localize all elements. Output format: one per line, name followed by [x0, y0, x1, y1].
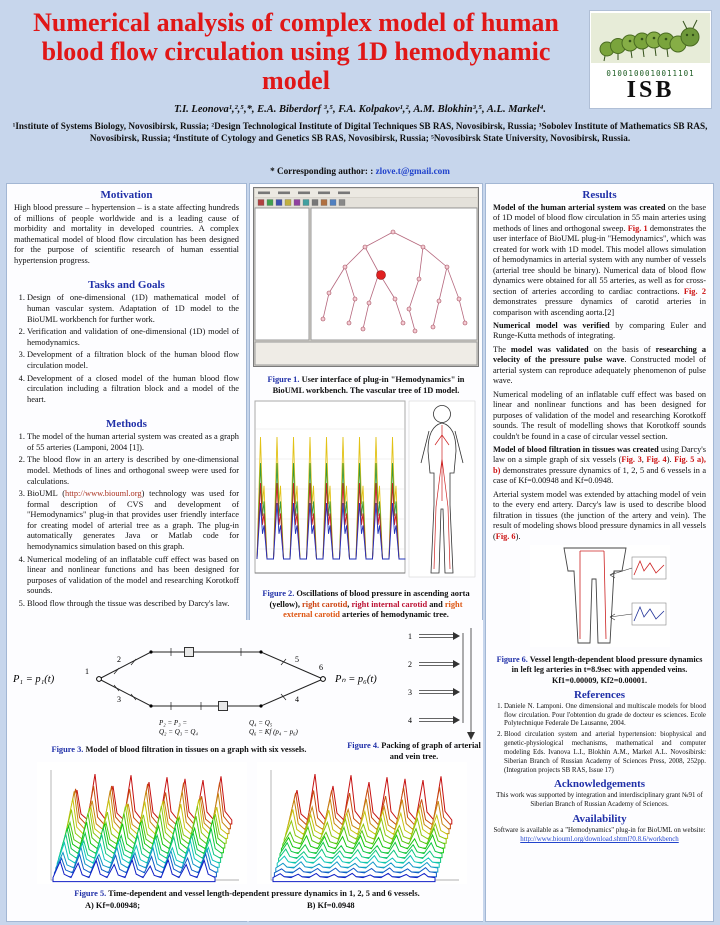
fig4-row-label-2: 2 — [408, 660, 412, 669]
isb-logo: 0100100010011101 ISB — [589, 10, 712, 109]
corresponding-email-link[interactable]: zlove.t@gmail.com — [375, 166, 450, 176]
fig4-row-label-1: 1 — [408, 632, 412, 641]
figure5-sublabel-a: A) Kf=0.00948; — [85, 901, 141, 910]
figure1-bioUML-screenshot-image — [253, 187, 479, 367]
results-paragraph-3: The model was validated on the basis of … — [493, 344, 707, 386]
figure6-leg-diagram-image — [529, 545, 670, 648]
reference-item-2: Blood circulation system and arterial hy… — [504, 731, 706, 775]
reference-item-1: Daniele N. Lamponi. One dimensional and … — [504, 703, 706, 729]
corresponding-label: * Corresponding author: : — [270, 166, 376, 176]
acknowledgements-text: This work was supported by integration a… — [496, 792, 703, 809]
fig5a-ridges — [52, 774, 233, 883]
section-heading-tasks: Tasks and Goals — [88, 279, 165, 292]
fig2-body-diagram — [408, 400, 476, 578]
fig5b-ridges — [272, 774, 453, 883]
fig3-node-label-6: 6 — [319, 663, 323, 672]
figure5b-surface-plot-image — [257, 762, 467, 884]
figure6-wrap — [493, 545, 706, 652]
task-item-1: Design of one-dimensional (1D) mathemati… — [27, 293, 239, 325]
corresponding-author: * Corresponding author: : zlove.t@gmail.… — [0, 166, 720, 176]
references-list: Daniele N. Lamponi. One dimensional and … — [493, 703, 706, 776]
figure5-sublabel-b: B) Kf=0.0948 — [307, 901, 355, 910]
figure5a-surface-plot-image — [37, 762, 247, 884]
fig3-equation-right: Pₙ = p₆(t) — [334, 674, 377, 685]
fig3-node-label-3: 3 — [117, 695, 121, 704]
fig4-row-label-4: 4 — [408, 716, 412, 725]
figure4-caption: Figure 4. Packing of graph of arterial a… — [345, 741, 483, 762]
figure2-pressure-chart-image — [254, 400, 476, 578]
fig3-node-label-2: 2 — [117, 655, 121, 664]
figure1-caption-text: User interface of plug-in "Hemodynamics"… — [272, 375, 465, 395]
fig3-node-label-4: 4 — [295, 695, 299, 704]
fig3-equation-mid3: Q₄ = Q₅ — [249, 719, 273, 727]
affiliations: ¹Institute of Systems Biology, Novosibir… — [12, 121, 708, 143]
fig2-series — [256, 436, 406, 560]
figure4-packing-diagram-image: 1 2 3 4 — [408, 628, 475, 740]
availability-download-link[interactable]: http://www.biouml.org/download.shtml?0.8… — [520, 836, 679, 844]
section-heading-acknowledgements: Acknowledgements — [553, 778, 646, 791]
fig1-network — [320, 229, 468, 334]
results-paragraph-4: Numerical modeling of an inflatable cuff… — [493, 389, 706, 441]
figure3-caption-text: Model of blood filtration in tissues on … — [83, 745, 307, 754]
section-heading-availability: Availability — [572, 813, 627, 826]
results-paragraph-6: Arterial system model was extended by at… — [493, 489, 706, 541]
figure3-caption-label: Figure 3. — [51, 745, 84, 754]
method-item-3: BioUML (http://www.biouml.org) technolog… — [27, 489, 239, 552]
availability-text: Software is available as a "Hemodynamics… — [493, 827, 706, 835]
fig3-equation-mid2: Q₂ = Q₃ = Q₄ — [159, 728, 198, 736]
figure6-caption-text: Vessel length-dependent blood pressure d… — [511, 655, 703, 685]
task-item-2: Verification and validation of one-dimen… — [27, 327, 239, 348]
motivation-text: High blood pressure – hypertension – is … — [14, 203, 239, 265]
task-item-4: Development of a closed model of the hum… — [27, 374, 239, 406]
caterpillar-logo-icon — [591, 13, 710, 63]
figure5-caption: Figure 5. Time-dependent and vessel leng… — [9, 889, 485, 900]
figure5-caption-label: Figure 5. — [74, 889, 107, 898]
fig3-node-label-1: 1 — [85, 667, 89, 676]
section-heading-references: References — [573, 688, 626, 701]
method-item-4: Numerical modeling of an inflatable cuff… — [27, 555, 239, 597]
right-column-panel: Results Model of the human arterial syst… — [485, 183, 714, 922]
figure3-filtration-graph-image: P₁ = p₁(t) Pₙ = p₆(t) 1 2 3 4 5 6 P₂ = P… — [12, 647, 377, 736]
results-paragraph-2: Numerical model was verified by comparin… — [493, 320, 706, 341]
method-item-5: Blood flow through the tissue was descri… — [27, 599, 239, 610]
tasks-list: Design of one-dimensional (1D) mathemati… — [14, 293, 239, 405]
fig3-node-label-5: 5 — [295, 655, 299, 664]
fig3-equation-mid4: Q₆ = Kf (p₄ − p₆) — [249, 728, 298, 736]
fig3-equation-mid1: P₂ = P₃ = — [158, 719, 187, 727]
figure4-caption-label: Figure 4. — [347, 741, 380, 750]
figure6-caption: Figure 6. Vessel length-dependent blood … — [495, 655, 704, 686]
poster-title: Numerical analysis of complex model of h… — [33, 8, 559, 96]
figure1-caption: Figure 1. User interface of plug-in "Hem… — [255, 375, 477, 396]
results-paragraph-1: Model of the human arterial system was c… — [493, 203, 707, 317]
methods-list: The model of the human arterial system w… — [14, 432, 239, 609]
authors-line: T.I. Leonova¹,²,⁵,*, E.A. Biberdorf ³,⁵,… — [174, 104, 546, 115]
figure4-caption-text: Packing of graph of arterial and vein tr… — [379, 741, 481, 761]
section-heading-results: Results — [582, 189, 617, 201]
figure5-caption-text: Time-dependent and vessel length-depende… — [106, 889, 420, 898]
results-paragraph-5: Model of blood filtration in tissues was… — [493, 444, 707, 486]
method-item-2: The blood flow in an artery is described… — [27, 455, 239, 487]
figure6-caption-label: Figure 6. — [496, 655, 528, 665]
task-item-3: Development of a filtration block of the… — [27, 350, 239, 371]
figure2-caption: Figure 2. Oscillations of blood pressure… — [262, 589, 470, 619]
fig4-row-label-3: 3 — [408, 688, 412, 697]
section-heading-motivation: Motivation — [100, 189, 153, 201]
figure1-caption-label: Figure 1. — [267, 375, 300, 384]
figure3-caption: Figure 3. Model of blood filtration in t… — [9, 745, 349, 756]
fig3-equation-left: P₁ = p₁(t) — [12, 674, 55, 685]
logo-org-name: ISB — [626, 77, 675, 103]
section-heading-methods: Methods — [106, 418, 147, 431]
logo-binary-text: 0100100010011101 — [606, 69, 695, 78]
bottom-figures-area: P₁ = p₁(t) Pₙ = p₆(t) 1 2 3 4 5 6 P₂ = P… — [7, 620, 483, 921]
method-item-1: The model of the human arterial system w… — [27, 432, 239, 453]
